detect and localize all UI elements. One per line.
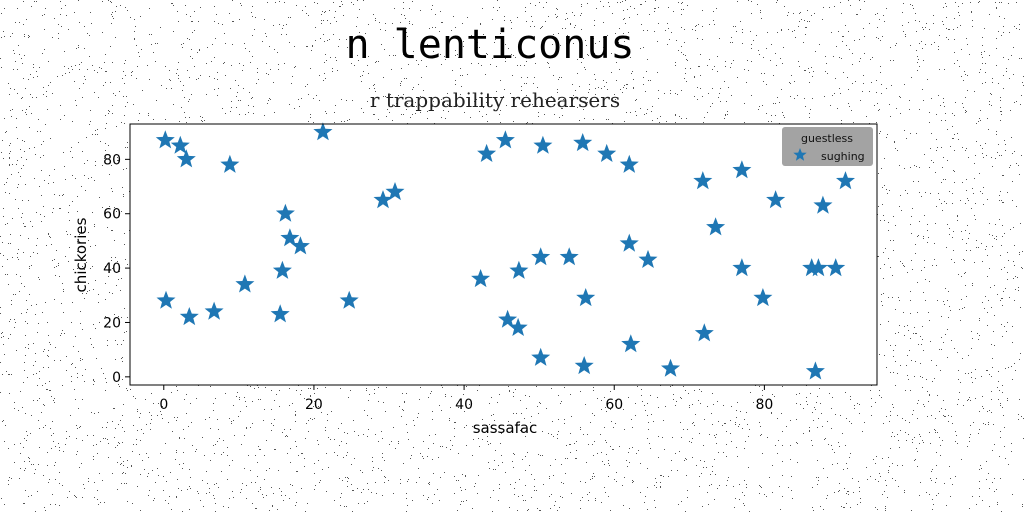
legend: guestless sughing [782, 127, 873, 166]
x-tick-label: 20 [305, 397, 323, 413]
plot-frame [129, 123, 878, 386]
y-axis-ticks: 0 20 40 60 80 [103, 152, 130, 386]
data-point [753, 288, 773, 307]
data-point [270, 304, 290, 323]
data-point [290, 236, 310, 255]
data-point [621, 334, 641, 353]
data-point [533, 135, 553, 154]
data-point [573, 133, 593, 152]
legend-star-icon [793, 148, 807, 161]
data-point [694, 323, 714, 342]
data-point [574, 356, 594, 375]
data-point [339, 290, 359, 309]
data-point [638, 249, 658, 268]
data-point [509, 260, 529, 279]
data-point [385, 182, 405, 201]
chart-title: n lenticonus [345, 22, 635, 68]
data-point [313, 122, 333, 141]
data-point [836, 171, 855, 190]
data-point [619, 233, 639, 252]
chart-subtitle: r trappability rehearsers [369, 88, 621, 112]
legend-box [782, 127, 873, 166]
data-point [176, 149, 196, 168]
data-point [619, 154, 639, 173]
data-point [661, 358, 681, 377]
data-point [477, 143, 497, 162]
x-axis-label: sassafac [473, 419, 538, 437]
y-tick-label: 60 [103, 207, 121, 223]
data-point [498, 309, 518, 328]
data-point [235, 274, 255, 293]
data-point [508, 317, 528, 336]
data-point [179, 307, 199, 326]
data-point [373, 190, 393, 209]
data-point [170, 135, 190, 154]
data-point [706, 217, 726, 236]
data-point [693, 171, 713, 190]
x-tick-label: 40 [455, 397, 473, 413]
data-point [280, 228, 300, 247]
data-point [275, 203, 295, 222]
data-point [732, 258, 752, 277]
data-point [531, 247, 551, 266]
data-point [155, 130, 175, 149]
y-tick-label: 40 [103, 261, 121, 277]
data-point [766, 190, 786, 209]
data-point [531, 347, 551, 366]
data-point [826, 258, 846, 277]
data-point [808, 258, 828, 277]
data-point [471, 269, 491, 288]
data-point [272, 260, 292, 279]
plot-area [130, 124, 877, 385]
data-point [559, 247, 579, 266]
x-tick-label: 60 [605, 397, 623, 413]
data-point [597, 143, 617, 162]
y-axis-label: chickories [72, 217, 90, 292]
data-point [805, 361, 825, 380]
y-tick-label: 20 [103, 315, 121, 331]
data-point [495, 130, 515, 149]
legend-title: guestless [801, 132, 853, 145]
data-point [156, 290, 176, 309]
data-point [732, 160, 752, 179]
x-tick-label: 80 [755, 397, 773, 413]
legend-series-label: sughing [821, 150, 865, 163]
x-tick-label: 0 [159, 397, 168, 413]
data-point [576, 288, 596, 307]
data-point [204, 301, 224, 320]
y-tick-label: 80 [103, 152, 121, 168]
x-axis-ticks: 0 20 40 60 80 [159, 385, 773, 413]
data-point [220, 154, 240, 173]
plot-marks [130, 122, 877, 385]
y-tick-label: 0 [112, 370, 121, 386]
data-point [813, 195, 833, 214]
